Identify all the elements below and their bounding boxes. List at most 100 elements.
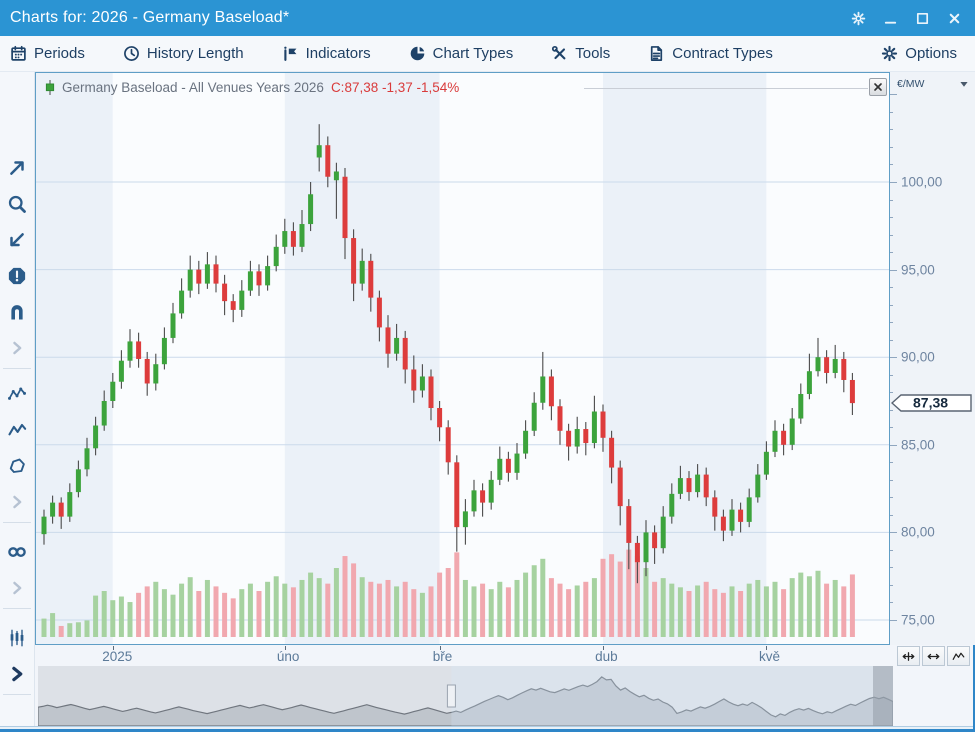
trendline-tool[interactable] — [0, 222, 34, 258]
toolbar-history-length[interactable]: History Length — [123, 45, 244, 62]
arrow-ne-icon — [7, 158, 27, 178]
more-drawings[interactable] — [0, 484, 34, 520]
time-axis[interactable]: 2025 úno bře dub kvě — [35, 645, 975, 666]
more-items[interactable] — [0, 570, 34, 606]
compress-h-icon — [901, 650, 916, 663]
magnifier-icon — [7, 194, 27, 214]
chevron-right-icon — [7, 578, 27, 598]
clock-icon — [123, 45, 140, 62]
document-icon — [648, 45, 665, 62]
navigator-right-handle[interactable] — [873, 666, 893, 726]
price-axis-label: 100,00 — [901, 174, 943, 190]
indicator-line-tool[interactable] — [0, 376, 34, 412]
price-axis-tick — [890, 409, 893, 411]
pie-chart-icon — [409, 45, 426, 62]
price-axis-tick — [890, 199, 893, 201]
gear-icon — [881, 45, 898, 62]
time-axis-label: 2025 — [102, 649, 133, 664]
magnet-tool[interactable] — [0, 294, 34, 330]
price-axis-tick — [890, 129, 893, 131]
window-border — [0, 729, 975, 732]
arrow-sw-icon — [7, 230, 27, 250]
divider — [3, 522, 31, 523]
time-axis-tick — [439, 646, 441, 650]
close-icon — [872, 81, 884, 93]
toolbar-item-label: Options — [905, 45, 957, 62]
divider — [0, 726, 975, 727]
indicator-flag-icon — [282, 45, 299, 62]
time-axis-label: dub — [595, 649, 618, 664]
toolbar-periods[interactable]: Periods — [10, 45, 85, 62]
toolbar-indicators[interactable]: Indicators — [282, 45, 371, 62]
zoom-tool[interactable] — [0, 186, 34, 222]
price-chart[interactable] — [36, 73, 889, 644]
auto-scale-button[interactable] — [947, 646, 970, 666]
window-close-button[interactable] — [945, 9, 963, 27]
price-axis-tick — [890, 462, 893, 464]
legend-close-button[interactable] — [869, 78, 887, 96]
calendar-icon — [10, 45, 27, 62]
more-tools[interactable] — [0, 330, 34, 366]
price-axis-tick — [890, 392, 893, 394]
shape-tool[interactable] — [0, 448, 34, 484]
price-axis-tick — [890, 532, 897, 534]
alert-tool[interactable] — [0, 258, 34, 294]
price-axis-tick — [890, 94, 897, 96]
close-icon — [947, 11, 962, 26]
legend-quote: C:87,38 -1,37 -1,54% — [330, 80, 460, 95]
chevron-right-icon — [7, 492, 27, 512]
chevron-down-icon[interactable] — [959, 80, 969, 88]
chevron-right-bold-icon — [7, 664, 27, 684]
title-bar: Charts for: 2026 - Germany Baseload* — [0, 0, 975, 36]
toolbar-contract-types[interactable]: Contract Types — [648, 45, 773, 62]
infinity-tool[interactable] — [0, 534, 34, 570]
price-axis-tick — [890, 287, 893, 289]
toolbar-item-label: Periods — [34, 45, 85, 62]
price-axis[interactable]: €/MW 87,38 100,00 95,00 90,00 85,00 80,00 75,… — [890, 72, 975, 645]
candle-icon — [45, 80, 55, 95]
free-line-tool[interactable] — [0, 412, 34, 448]
last-price-value: 87,38 — [913, 395, 948, 411]
toolbar-tools[interactable]: Tools — [551, 45, 610, 62]
zigzag-dots-icon — [7, 384, 27, 404]
expand-styles[interactable] — [0, 656, 34, 692]
history-navigator[interactable] — [38, 666, 893, 726]
price-axis-tick — [890, 479, 893, 481]
price-axis-tick — [890, 444, 897, 446]
price-axis-tick — [890, 252, 893, 254]
time-axis-tick — [603, 646, 604, 650]
main-toolbar: Periods History Length Indicators Chart Typ… — [0, 36, 975, 72]
chart-legend: Germany Baseload - All Venues Years 2026… — [45, 80, 459, 95]
window-border — [973, 645, 975, 732]
window-minimize-button[interactable] — [881, 9, 899, 27]
price-axis-tick — [890, 269, 897, 271]
wave-icon — [951, 650, 966, 663]
toolbar-chart-types[interactable]: Chart Types — [409, 45, 513, 62]
scale-horizontal-button[interactable] — [922, 646, 945, 666]
price-axis-tick — [890, 620, 897, 621]
axis-unit-label: €/MW — [897, 78, 925, 90]
fit-width-button[interactable] — [897, 646, 920, 666]
maximize-icon — [915, 11, 930, 26]
alert-octagon-icon — [7, 266, 27, 286]
tool-sidebar — [0, 72, 35, 726]
toolbar-item-label: Contract Types — [672, 45, 773, 62]
price-axis-tick — [890, 357, 897, 359]
price-axis-tick — [890, 567, 893, 569]
toolbar-options[interactable]: Options — [881, 45, 957, 62]
navigator-selection[interactable] — [451, 666, 893, 726]
axis-buttons — [897, 646, 970, 666]
price-axis-tick — [890, 164, 893, 166]
infinity-icon — [7, 542, 27, 562]
window-settings-button[interactable] — [849, 9, 867, 27]
pointer-tool[interactable] — [0, 150, 34, 186]
price-axis-label: 95,00 — [901, 262, 935, 278]
time-axis-label: úno — [276, 649, 300, 664]
window-maximize-button[interactable] — [913, 9, 931, 27]
candlestick-style-tool[interactable] — [0, 620, 34, 656]
arrows-h-icon — [926, 650, 941, 663]
price-axis-label: 90,00 — [901, 349, 935, 365]
price-axis-tick — [890, 514, 893, 516]
navigator-left-handle[interactable] — [446, 684, 456, 708]
